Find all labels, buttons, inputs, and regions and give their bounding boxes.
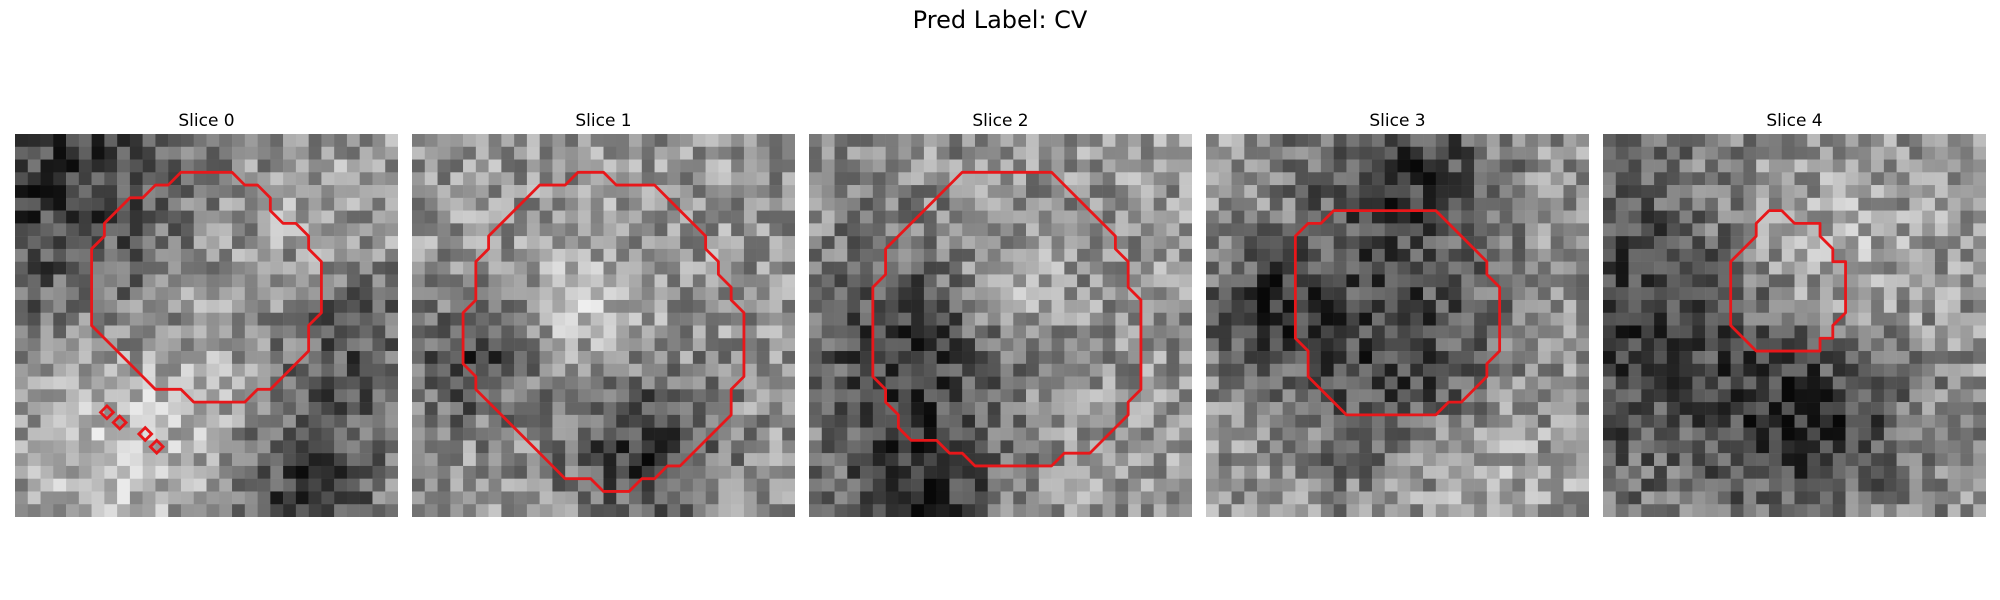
contour-fragment-0a (98, 403, 116, 421)
slice-pixels-3 (1206, 134, 1589, 517)
contour-outline-2 (871, 170, 1143, 468)
contour-fragment-0d (148, 438, 166, 456)
contour-outline-3 (1293, 209, 1502, 417)
contour-outline-1 (461, 170, 746, 493)
slice-image-2 (809, 134, 1192, 517)
slice-title-4: Slice 4 (1766, 111, 1823, 131)
slice-pixels-0 (15, 134, 398, 517)
slice-pixels-4 (1603, 134, 1986, 517)
slice-panel-2: Slice 2 (809, 108, 1192, 517)
slice-title-1: Slice 1 (575, 111, 632, 131)
slice-title-2: Slice 2 (972, 111, 1029, 131)
contour-outline-4 (1729, 209, 1847, 353)
slice-title-3: Slice 3 (1369, 111, 1426, 131)
slice-image-0 (15, 134, 398, 517)
contour-fragment-0b (111, 414, 129, 431)
slice-image-3 (1206, 134, 1589, 517)
contour-fragment-0c (136, 425, 154, 443)
slice-image-1 (412, 134, 795, 517)
slice-panel-3: Slice 3 (1206, 108, 1589, 517)
contour-outline-0 (90, 170, 323, 404)
slice-panel-4: Slice 4 (1603, 108, 1986, 517)
slice-pixels-2 (809, 134, 1192, 517)
figure-title: Pred Label: CV (912, 6, 1088, 34)
slice-panel-1: Slice 1 (412, 108, 795, 517)
slice-image-4 (1603, 134, 1986, 517)
slice-pixels-1 (412, 134, 795, 517)
slice-title-0: Slice 0 (178, 111, 235, 131)
slice-panel-0: Slice 0 (15, 108, 398, 517)
